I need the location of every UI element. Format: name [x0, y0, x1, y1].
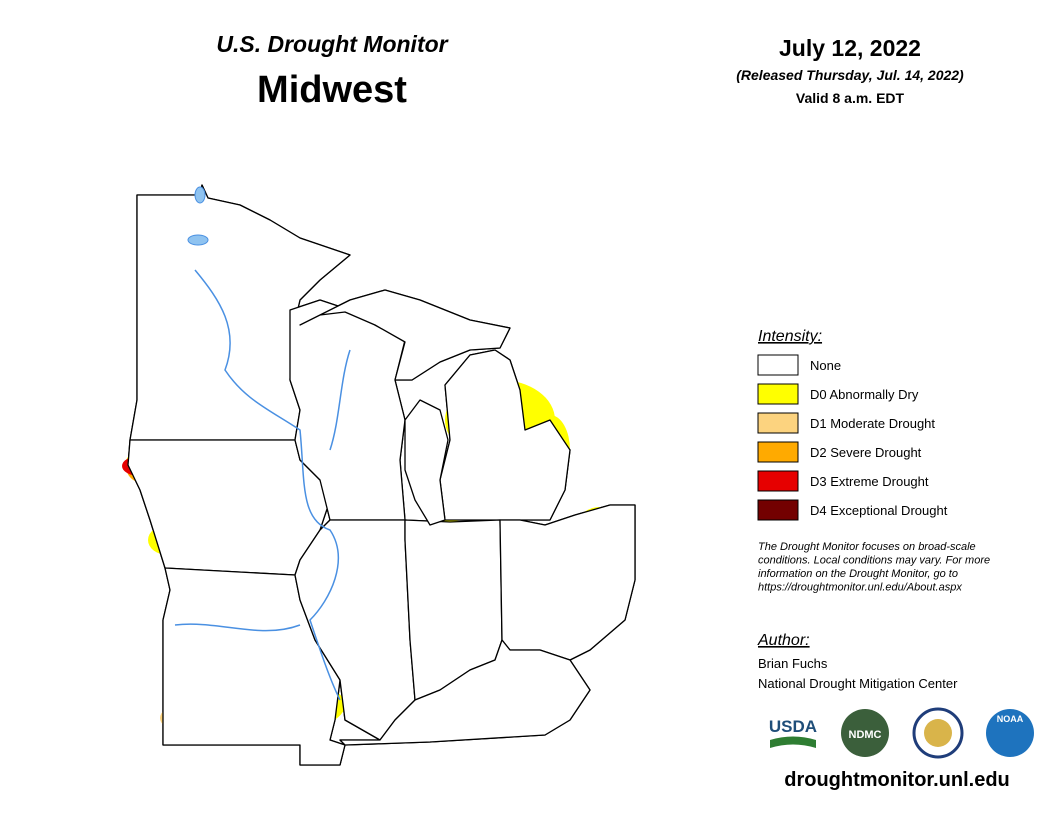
- author-name: Brian Fuchs: [758, 656, 828, 671]
- legend-swatch: [757, 383, 799, 405]
- legend-label: None: [810, 358, 841, 373]
- noaa-seal: [986, 709, 1034, 757]
- footer-url: droughtmonitor.unl.edu: [784, 769, 1010, 791]
- state-outlines: [127, 184, 636, 766]
- legend-swatch: [757, 441, 799, 463]
- legend-label: D1 Moderate Drought: [810, 416, 935, 431]
- legend-swatch: [757, 412, 799, 434]
- rivers: [174, 269, 351, 701]
- logo-usda: USDA: [769, 717, 817, 736]
- legend-title: Intensity:: [758, 328, 822, 345]
- author-organization: National Drought Mitigation Center: [758, 676, 958, 691]
- logos: USDA NDMC NOAA: [769, 707, 1034, 759]
- note-line: The Drought Monitor focuses on broad-sca…: [758, 541, 976, 553]
- state-borders: [127, 184, 636, 766]
- title: Midwest: [257, 69, 407, 111]
- note-line: conditions. Local conditions may vary. F…: [758, 555, 990, 567]
- note-line: information on the Drought Monitor, go t…: [758, 568, 958, 580]
- legend: None D0 Abnormally Dry D1 Moderate Drought…: [757, 354, 948, 521]
- legend-swatch: [757, 470, 799, 492]
- commerce-seal-inner: [924, 719, 952, 747]
- legend-label: D2 Severe Drought: [810, 445, 922, 460]
- valid: Valid 8 a.m. EDT: [796, 90, 905, 106]
- legend-label: D3 Extreme Drought: [810, 474, 929, 489]
- legend-swatch: [757, 499, 799, 521]
- legend-swatch: [757, 354, 799, 376]
- kicker: U.S. Drought Monitor: [216, 31, 448, 57]
- note: The Drought Monitor focuses on broad-sca…: [758, 541, 990, 594]
- lake-michigan: [404, 399, 449, 526]
- author-title: Author:: [757, 632, 810, 649]
- lake: [194, 186, 206, 204]
- lake: [187, 234, 209, 246]
- released: (Released Thursday, Jul. 14, 2022): [736, 67, 964, 83]
- note-line: https://droughtmonitor.unl.edu/About.asp…: [758, 582, 962, 594]
- ndmc-seal: [841, 709, 889, 757]
- legend-label: D0 Abnormally Dry: [810, 387, 919, 402]
- map: [122, 184, 636, 766]
- date: July 12, 2022: [779, 35, 921, 61]
- logo-ndmc: NDMC: [849, 729, 882, 741]
- logo-noaa: NOAA: [997, 714, 1024, 724]
- usda-swoosh: [770, 736, 816, 748]
- legend-label: D4 Exceptional Drought: [810, 503, 948, 518]
